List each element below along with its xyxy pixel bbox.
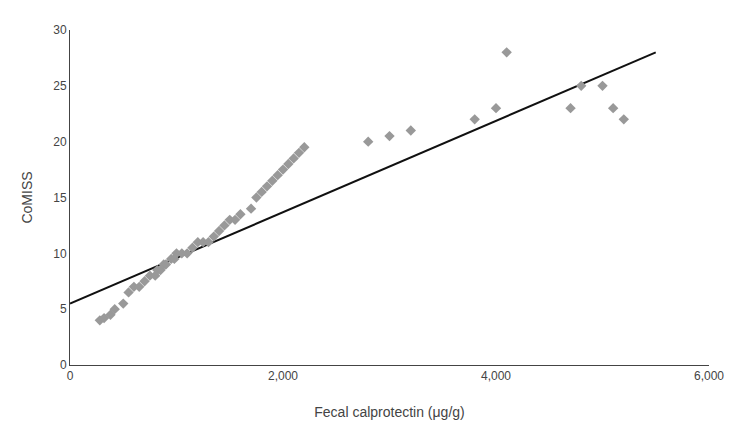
svg-text:10: 10 bbox=[53, 247, 67, 261]
svg-text:4,000: 4,000 bbox=[481, 369, 511, 383]
svg-text:2,000: 2,000 bbox=[268, 369, 298, 383]
svg-text:Fecal calprotectin (μg/g): Fecal calprotectin (μg/g) bbox=[314, 404, 464, 420]
svg-text:20: 20 bbox=[53, 135, 67, 149]
svg-text:CoMISS: CoMISS bbox=[19, 171, 35, 223]
svg-text:30: 30 bbox=[53, 23, 67, 37]
svg-text:25: 25 bbox=[53, 79, 67, 93]
svg-text:0: 0 bbox=[60, 358, 67, 372]
svg-text:15: 15 bbox=[53, 191, 67, 205]
svg-text:5: 5 bbox=[60, 302, 67, 316]
svg-text:6,000: 6,000 bbox=[694, 369, 724, 383]
svg-text:0: 0 bbox=[67, 369, 74, 383]
